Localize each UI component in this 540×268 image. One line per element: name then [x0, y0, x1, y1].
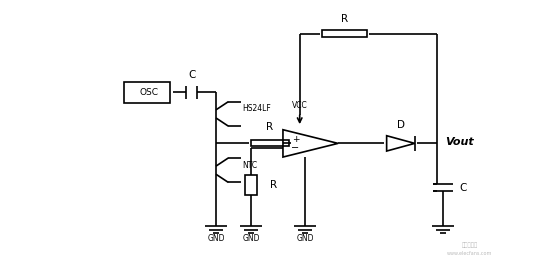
Text: +: + [292, 135, 299, 143]
Text: GND: GND [242, 234, 260, 243]
Text: NTC: NTC [242, 161, 258, 170]
Text: −: − [291, 143, 299, 153]
Text: VCC: VCC [292, 100, 308, 110]
Text: R: R [341, 14, 348, 24]
Bar [245, 175, 257, 195]
Text: R: R [266, 122, 274, 132]
Text: GND: GND [296, 234, 314, 243]
Bar [322, 30, 367, 37]
Text: GND: GND [207, 234, 225, 243]
Text: 电子发烧友: 电子发烧友 [462, 243, 478, 248]
Text: R: R [270, 180, 277, 190]
Text: D: D [397, 120, 404, 130]
Text: OSC: OSC [139, 88, 158, 97]
Text: HS24LF: HS24LF [242, 104, 272, 113]
Text: C: C [459, 183, 467, 193]
Text: Vout: Vout [446, 137, 474, 147]
Bar [124, 82, 170, 103]
Bar [251, 140, 289, 146]
Text: C: C [188, 70, 195, 80]
Text: www.elecfans.com: www.elecfans.com [447, 251, 492, 256]
